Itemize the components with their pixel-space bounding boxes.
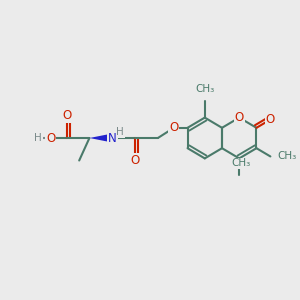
Text: H: H [34, 133, 42, 143]
Polygon shape [89, 134, 112, 142]
Text: O: O [130, 154, 140, 167]
Text: CH₃: CH₃ [231, 158, 250, 168]
Text: CH₃: CH₃ [195, 85, 214, 94]
Text: N: N [108, 131, 117, 145]
Text: CH₃: CH₃ [278, 152, 297, 161]
Text: O: O [235, 111, 244, 124]
Text: H: H [116, 127, 124, 137]
Text: O: O [62, 109, 71, 122]
Text: O: O [46, 131, 55, 145]
Text: O: O [266, 113, 275, 126]
Text: O: O [169, 121, 178, 134]
